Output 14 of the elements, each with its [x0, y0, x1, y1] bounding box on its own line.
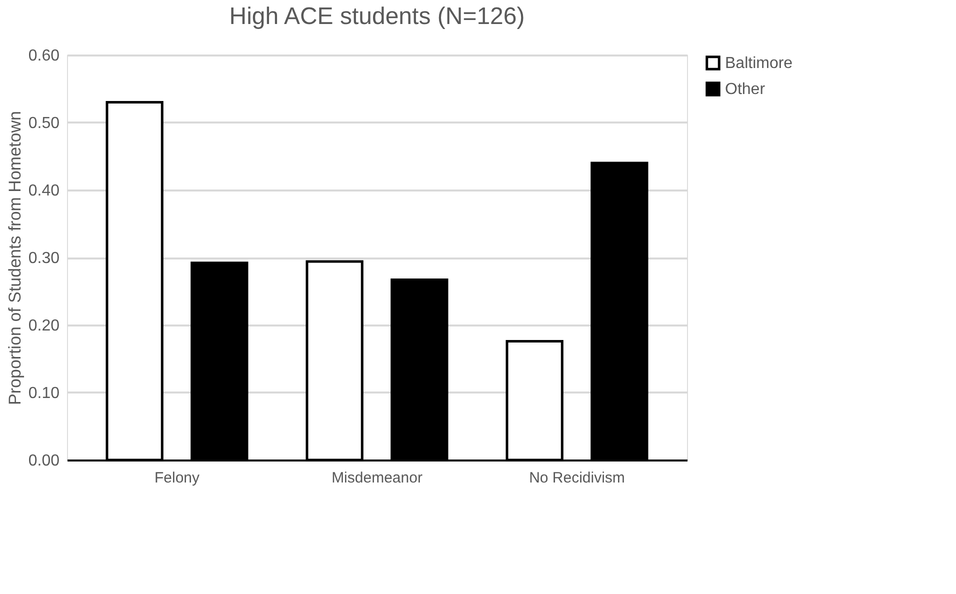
x-tick-label: No Recidivism [529, 470, 625, 486]
y-tick-label: 0.50 [28, 115, 60, 132]
legend-label: Baltimore [725, 55, 793, 72]
y-tick-label: 0.10 [28, 385, 60, 402]
y-tick-label: 0.20 [28, 318, 60, 334]
chart-title: High ACE students (N=126) [229, 3, 525, 30]
y-tick-label: 0.00 [28, 452, 60, 470]
x-tick-label: Misdemeanor [332, 470, 422, 486]
legend-label: Other [725, 81, 766, 98]
x-tick-label: Felony [154, 470, 200, 486]
y-axis-title: Proportion of Students from Hometown [5, 111, 24, 405]
y-tick-label: 0.40 [28, 182, 60, 200]
y-tick-label: 0.60 [28, 48, 60, 64]
y-tick-label: 0.30 [28, 250, 60, 267]
